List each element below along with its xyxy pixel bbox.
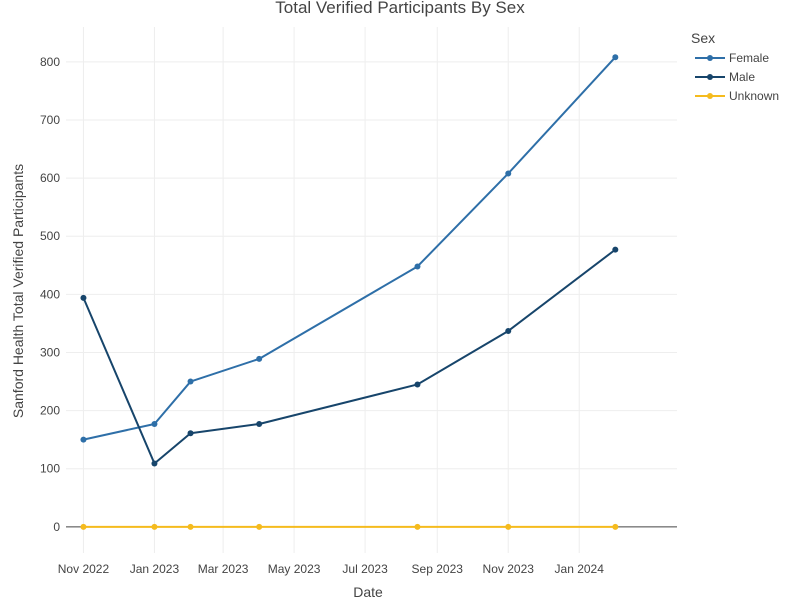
legend-label: Male [729, 70, 755, 84]
series-female [80, 54, 619, 443]
data-point-male [612, 246, 619, 253]
data-point-unknown [414, 523, 421, 530]
data-point-male [151, 460, 158, 467]
data-point-male [256, 420, 263, 427]
data-point-female [80, 436, 87, 443]
legend-swatch-marker [707, 74, 713, 80]
axis-ticks: Nov 2022 Jan 2023 Mar 2023 May 2023 Jul 2023… [40, 55, 604, 576]
data-point-female [151, 420, 158, 427]
x-tick-label: Jan 2023 [130, 562, 180, 576]
series-lines [80, 54, 619, 530]
x-tick-label: Jan 2024 [555, 562, 605, 576]
series-line-female [83, 56, 617, 441]
x-tick-label: Sep 2023 [412, 562, 464, 576]
x-tick-label: May 2023 [268, 562, 321, 576]
data-point-female [187, 378, 194, 385]
data-point-unknown [256, 523, 263, 530]
data-point-male [414, 381, 421, 388]
legend-swatch-marker [707, 55, 713, 61]
legend-item-male: Male [695, 70, 755, 84]
y-tick-label: 800 [40, 55, 60, 69]
data-point-unknown [187, 523, 194, 530]
series-unknown [80, 523, 619, 530]
y-tick-label: 200 [40, 404, 60, 418]
series-line-male [82, 248, 616, 465]
x-tick-label: Jul 2023 [342, 562, 388, 576]
y-tick-label: 300 [40, 345, 60, 359]
y-tick-label: 600 [40, 171, 60, 185]
x-tick-label: Nov 2022 [58, 562, 110, 576]
y-tick-label: 700 [40, 113, 60, 127]
data-point-unknown [151, 523, 158, 530]
grid [66, 27, 677, 553]
y-axis-title: Sanford Health Total Verified Participan… [10, 164, 26, 418]
y-tick-label: 0 [53, 520, 60, 534]
data-point-female [612, 54, 619, 61]
y-tick-label: 100 [40, 462, 60, 476]
data-point-female [505, 170, 512, 177]
data-point-unknown [80, 523, 87, 530]
legend-title: Sex [691, 30, 715, 46]
legend: Sex Female Male Unknown [691, 30, 779, 103]
legend-item-female: Female [695, 51, 769, 65]
data-point-female [256, 355, 263, 362]
series-male [80, 246, 619, 467]
y-tick-label: 500 [40, 229, 60, 243]
chart-title: Total Verified Participants By Sex [275, 0, 525, 17]
x-axis-title: Date [353, 584, 383, 600]
legend-label: Female [729, 51, 769, 65]
x-tick-label: Nov 2023 [483, 562, 535, 576]
data-point-unknown [612, 523, 619, 530]
data-point-female [414, 263, 421, 270]
x-tick-label: Mar 2023 [198, 562, 249, 576]
y-tick-label: 400 [40, 287, 60, 301]
legend-swatch-marker [707, 93, 713, 99]
legend-label: Unknown [729, 89, 779, 103]
data-point-male [187, 430, 194, 437]
data-point-male [505, 327, 512, 334]
data-point-unknown [505, 523, 512, 530]
legend-item-unknown: Unknown [695, 89, 779, 103]
data-point-male [80, 294, 87, 301]
